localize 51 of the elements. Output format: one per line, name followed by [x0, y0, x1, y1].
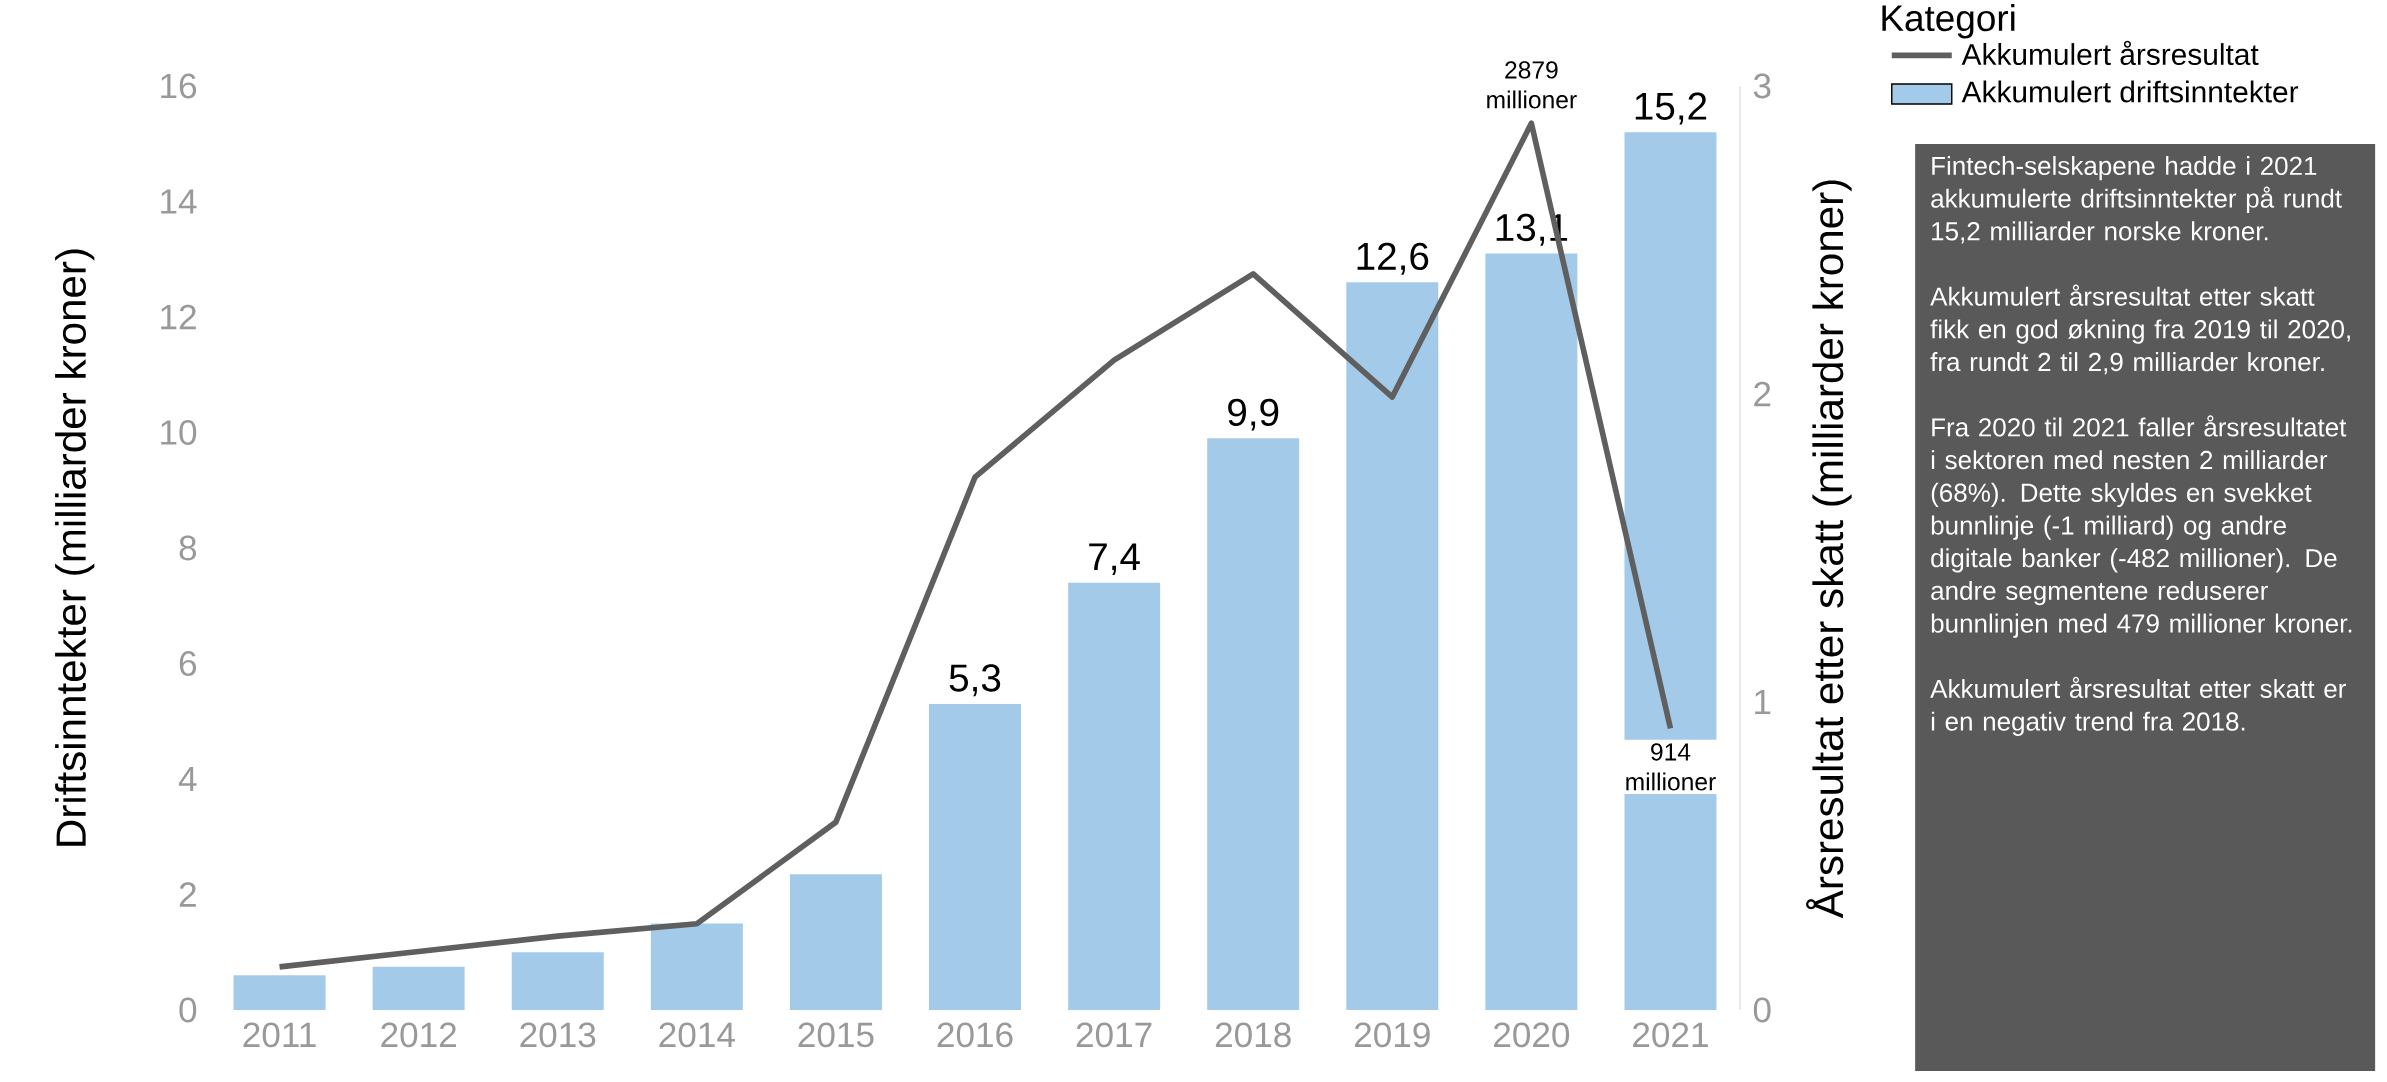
y-tick-label: 14	[161, 189, 197, 214]
bar	[1485, 253, 1578, 1010]
legend-label: Akkumulert årsresultat	[1961, 40, 2259, 66]
data-label: 9,9	[1228, 398, 1279, 431]
x-tick-label: 2013	[520, 1022, 596, 1048]
y-tick-label: 8	[179, 535, 197, 561]
x-tick-label: 2019	[1354, 1022, 1430, 1048]
annotation: 914 millioner	[1626, 743, 1716, 791]
x-tick-label: 2016	[937, 1022, 1013, 1048]
bar	[929, 703, 1021, 1010]
bar	[511, 952, 604, 1010]
y2-axis-title: Årsresultat etter skatt (milliarder kroner)	[1806, 180, 1852, 919]
annotation: 2879 millioner	[1487, 61, 1577, 109]
x-tick-label: 2012	[381, 1022, 456, 1048]
data-label: 7,4	[1089, 543, 1140, 575]
y-tick-label: 12	[161, 304, 196, 330]
y-tick-label: 6	[179, 651, 197, 676]
data-label: 5,3	[949, 664, 1001, 697]
bar	[1207, 438, 1300, 1010]
y-tick-label: 0	[179, 997, 197, 1023]
y2-tick-label: 2	[1754, 381, 1771, 407]
y2-tick-label: 1	[1755, 689, 1771, 715]
y2-tick-label: 0	[1753, 997, 1771, 1023]
x-tick-label: 2014	[659, 1022, 735, 1048]
y-axis-title: Driftsinntekter (milliarder kroner)	[55, 249, 95, 846]
y-tick-label: 10	[161, 420, 197, 445]
text: Akkumulert årsresultat etter skatt fikk en god økning fra 2019 til 2020, fra rundt 2 til 2,9 milliarder kroner.	[1930, 284, 2350, 375]
y-tick-label: 16	[161, 73, 197, 99]
bar	[1068, 582, 1161, 1010]
x-tick-label: 2011	[243, 1022, 316, 1048]
text: Fintech-selskapene hadde i 2021 akkumulerte driftsinntekter på rundt 15,2 milliarder norske kroner.	[1931, 155, 2342, 244]
bar	[789, 874, 882, 1010]
data-label: 12,6	[1357, 242, 1429, 275]
y2-tick-label: 3	[1753, 73, 1771, 99]
legend-title: Kategori	[1882, 4, 2015, 39]
x-tick-label: 2020	[1494, 1022, 1570, 1048]
bar	[650, 923, 743, 1010]
bar	[1346, 282, 1439, 1010]
x-tick-label: 2017	[1076, 1022, 1152, 1048]
bar	[233, 975, 326, 1010]
x-tick-label: 2021	[1633, 1022, 1708, 1048]
data-label: 15,2	[1635, 92, 1707, 125]
y-tick-label: 4	[178, 766, 197, 792]
x-tick-label: 2015	[798, 1022, 874, 1048]
bar	[1624, 132, 1717, 1010]
text: Akkumulert årsresultat etter skatt er i en negativ trend fra 2018.	[1930, 676, 2346, 736]
legend-label: Akkumulert driftsinntekter	[1961, 80, 2299, 103]
bar	[372, 966, 465, 1010]
x-tick-label: 2018	[1215, 1022, 1291, 1048]
y-tick-label: 2	[179, 882, 196, 907]
text: Fra 2020 til 2021 faller årsresultatet i sektoren med nesten 2 milliarder (68%). Dette skyldes en svekket bunnlinje (-1 milliard) og andre digitale banker (-482 millioner). De andre segmentene reduserer bunnlinjen med 479 millioner kroner.	[1931, 415, 2352, 638]
